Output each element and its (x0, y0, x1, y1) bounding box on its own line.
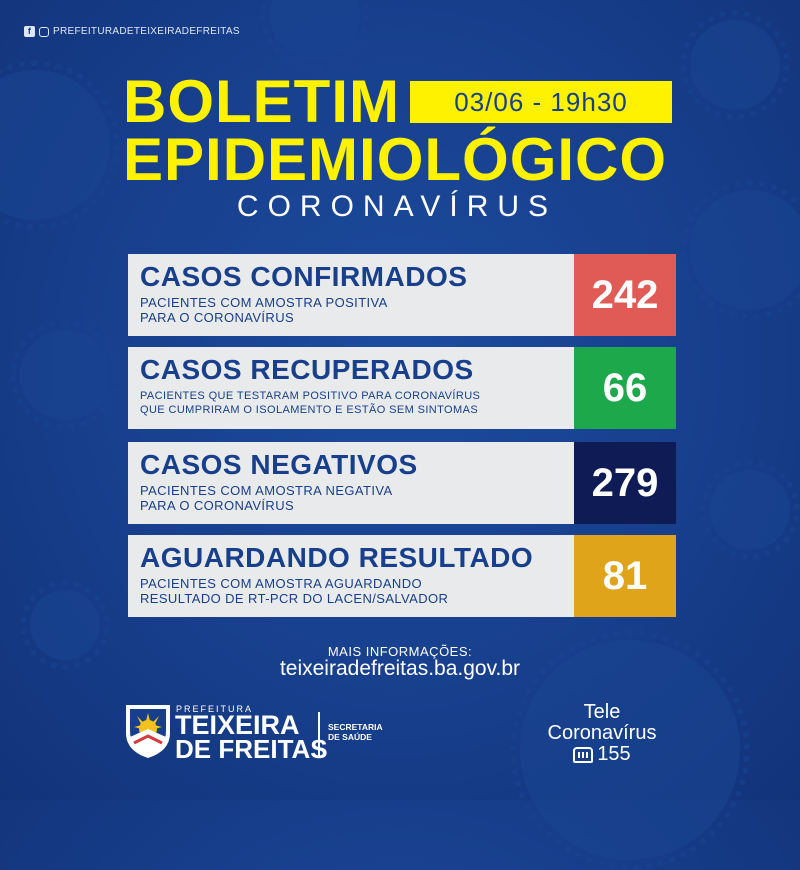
social-handle-text: PREFEITURADETEIXEIRADEFREITAS (53, 26, 240, 37)
virus-decoration (680, 10, 790, 120)
date-badge: 03/06 - 19h30 (410, 81, 672, 123)
card-desc-line: PARA O CORONAVÍRUS (140, 498, 295, 513)
secretaria-line: SECRETARIA (328, 722, 383, 732)
instagram-icon (39, 26, 49, 37)
subtitle: CORONAVÍRUS (236, 190, 558, 223)
more-info-label: MAIS INFORMAÇÕES: (327, 644, 473, 659)
city-shield-icon (126, 705, 170, 758)
card-aguardando: AGUARDANDO RESULTADO PACIENTES COM AMOST… (128, 535, 676, 617)
social-handle: f PREFEITURADETEIXEIRADEFREITAS (24, 26, 240, 37)
logo-line2: DE FREITAS (175, 734, 328, 764)
card-desc: PACIENTES COM AMOSTRA AGUARDANDO RESULTA… (140, 576, 570, 606)
card-desc: PACIENTES COM AMOSTRA POSITIVA PARA O CO… (140, 295, 570, 325)
website-link[interactable]: teixeiradefreitas.ba.gov.br (279, 657, 521, 680)
card-desc-line: PACIENTES COM AMOSTRA NEGATIVA (140, 483, 393, 498)
logo-line1: TEIXEIRA (175, 710, 300, 740)
card-label: AGUARDANDO RESULTADO (140, 542, 534, 573)
card-desc-line: PACIENTES COM AMOSTRA AGUARDANDO (140, 576, 422, 591)
logo-prefeitura: PREFEITURA (176, 704, 254, 714)
virus-decoration (0, 60, 120, 230)
card-value: 242 (574, 254, 676, 336)
virus-decoration (20, 580, 110, 670)
card-value: 66 (574, 347, 676, 429)
logo-divider (318, 712, 320, 756)
tele-line2: Coronavírus (547, 722, 657, 744)
secretaria-label: SECRETARIA DE SAÚDE (328, 722, 383, 742)
card-desc-line: PACIENTES COM AMOSTRA POSITIVA (140, 295, 388, 310)
secretaria-line: DE SAÚDE (328, 732, 372, 742)
card-desc-line: PACIENTES QUE TESTARAM POSITIVO PARA COR… (140, 390, 481, 402)
telephone-icon (573, 746, 594, 763)
virus-decoration (700, 460, 800, 560)
card-label: CASOS CONFIRMADOS (140, 261, 468, 292)
tele-number[interactable]: 155 (597, 743, 631, 765)
tele-number-row: 155 (573, 743, 631, 765)
tele-coronavirus: Tele Coronavírus 155 (530, 702, 674, 768)
card-value: 279 (574, 442, 676, 524)
virus-decoration (10, 320, 120, 430)
title-line1: BOLETIM (123, 68, 400, 135)
card-label: CASOS NEGATIVOS (140, 449, 418, 480)
facebook-icon: f (24, 26, 35, 37)
card-confirmados: CASOS CONFIRMADOS PACIENTES COM AMOSTRA … (128, 254, 676, 336)
virus-decoration (680, 180, 800, 320)
virus-decoration (260, 0, 370, 70)
card-negativos: CASOS NEGATIVOS PACIENTES COM AMOSTRA NE… (128, 442, 676, 524)
card-desc: PACIENTES QUE TESTARAM POSITIVO PARA COR… (140, 389, 570, 417)
card-desc: PACIENTES COM AMOSTRA NEGATIVA PARA O CO… (140, 483, 570, 513)
card-recuperados: CASOS RECUPERADOS PACIENTES QUE TESTARAM… (128, 347, 676, 429)
title-line2: EPIDEMIOLÓGICO (123, 126, 668, 193)
tele-line1: Tele (583, 701, 621, 723)
card-label: CASOS RECUPERADOS (140, 354, 474, 385)
card-value: 81 (574, 535, 676, 617)
card-desc-line: PARA O CORONAVÍRUS (140, 310, 295, 325)
card-desc-line: QUE CUMPRIRAM O ISOLAMENTO E ESTÃO SEM S… (140, 404, 479, 416)
card-desc-line: RESULTADO DE RT-PCR DO LACEN/SALVADOR (140, 591, 449, 606)
